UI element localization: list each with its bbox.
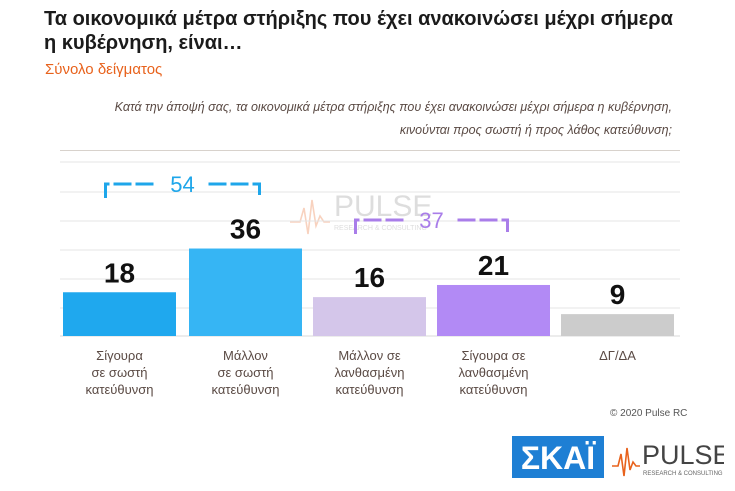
category-label-0-0: Σίγουρα <box>96 348 143 363</box>
group-bracket-left-0 <box>104 182 157 198</box>
category-label-1-2: κατεύθυνση <box>212 382 280 397</box>
chart-title: Τα οικονομικά μέτρα στήριξης που έχει αν… <box>44 8 673 54</box>
category-label-3-2: κατεύθυνση <box>460 382 528 397</box>
bar-0 <box>63 292 176 336</box>
chart-subtitle: Σύνολο δείγματος <box>45 61 163 78</box>
value-label-0: 18 <box>104 257 135 288</box>
skai-logo-bg <box>512 436 604 478</box>
category-label-3-0: Σίγουρα σε <box>461 348 525 363</box>
copyright: © 2020 Pulse RC <box>610 408 688 419</box>
category-label-3-1: λανθασμένη <box>458 365 528 380</box>
value-label-3: 21 <box>478 250 509 281</box>
category-label-2-0: Μάλλον σε <box>338 348 401 363</box>
bars <box>63 248 674 336</box>
group-bracket-left-1 <box>354 218 406 234</box>
watermark-tagline: RESEARCH & CONSULTING <box>334 225 427 232</box>
pulse-logo-tagline: RESEARCH & CONSULTING <box>643 471 723 477</box>
group-bracket-right-0 <box>208 182 261 198</box>
pulse-logo: PULSE <box>642 440 724 470</box>
logos: ΣΚΑΪ PULSE RESEARCH & CONSULTING <box>512 436 724 478</box>
category-label-2-2: κατεύθυνση <box>336 382 404 397</box>
group-total-1: 37 <box>419 208 443 233</box>
category-label-1-1: σε σωστή <box>218 365 274 380</box>
bar-1 <box>189 248 302 336</box>
value-labels: 18 36 16 21 9 <box>104 214 625 311</box>
bar-4 <box>561 314 674 336</box>
group-brackets: 54 37 <box>104 172 509 234</box>
category-label-0-2: κατεύθυνση <box>86 382 154 397</box>
category-labels: Σίγουρα σε σωστή κατεύθυνση Μάλλον σε σωστή κ… <box>86 348 637 397</box>
group-bracket-right-1 <box>457 218 509 234</box>
bar-2 <box>313 297 426 336</box>
category-label-1-0: Μάλλον <box>223 348 268 363</box>
skai-logo: ΣΚΑΪ <box>521 440 596 476</box>
value-label-1: 36 <box>230 214 261 245</box>
bar-3 <box>437 284 550 336</box>
category-label-2-1: λανθασμένη <box>334 365 404 380</box>
pulse-watermark: PULSE RESEARCH & CONSULTING <box>290 190 432 235</box>
category-label-4-0: ΔΓ/ΔΑ <box>599 348 636 363</box>
value-label-4: 9 <box>610 279 626 310</box>
value-label-2: 16 <box>354 262 385 293</box>
survey-question: Κατά την άποψή σας, τα οικονομικά μέτρα … <box>114 100 672 137</box>
pulse-logo-wave <box>612 447 640 477</box>
category-label-0-1: σε σωστή <box>92 365 148 380</box>
watermark-name: PULSE <box>334 190 432 223</box>
group-total-0: 54 <box>170 172 194 197</box>
question-underline <box>60 150 680 151</box>
